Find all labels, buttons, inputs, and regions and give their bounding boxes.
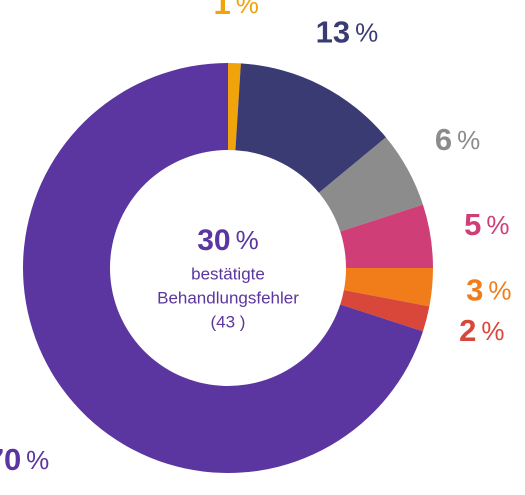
label-unit: % bbox=[486, 210, 509, 240]
center-line: (43 ) bbox=[211, 312, 246, 331]
donut-segment bbox=[343, 268, 433, 307]
donut-segment bbox=[318, 137, 423, 232]
segment-label: 5% bbox=[464, 207, 509, 242]
label-value: 1 bbox=[214, 0, 231, 21]
label-unit: % bbox=[355, 17, 378, 47]
label-unit: % bbox=[457, 125, 480, 155]
center-unit: % bbox=[236, 225, 259, 255]
label-value: 13 bbox=[316, 15, 350, 50]
center-value: 30% bbox=[197, 224, 259, 257]
label-value: 3 bbox=[466, 273, 483, 308]
center-line: bestätigte bbox=[191, 264, 265, 283]
segment-label: 2% bbox=[459, 313, 504, 348]
label-unit: % bbox=[26, 445, 49, 475]
donut-segment bbox=[228, 63, 241, 151]
center-line: Behandlungsfehler bbox=[157, 288, 299, 307]
label-unit: % bbox=[481, 316, 504, 346]
label-value: 2 bbox=[459, 313, 476, 348]
segment-label: 6% bbox=[435, 122, 480, 157]
segment-label: 13% bbox=[316, 15, 379, 50]
segment-label: 70% bbox=[0, 442, 49, 477]
label-value: 70 bbox=[0, 442, 21, 477]
segment-label: 1% bbox=[214, 0, 259, 21]
center-number: 30 bbox=[197, 224, 230, 257]
label-value: 5 bbox=[464, 207, 481, 242]
donut-segment bbox=[23, 63, 423, 473]
donut-segment bbox=[340, 290, 430, 332]
segment-label: 3% bbox=[466, 273, 511, 308]
label-unit: % bbox=[488, 276, 511, 306]
donut-segment bbox=[340, 204, 433, 268]
label-unit: % bbox=[236, 0, 259, 19]
label-value: 6 bbox=[435, 122, 452, 157]
donut-segment bbox=[235, 63, 386, 193]
